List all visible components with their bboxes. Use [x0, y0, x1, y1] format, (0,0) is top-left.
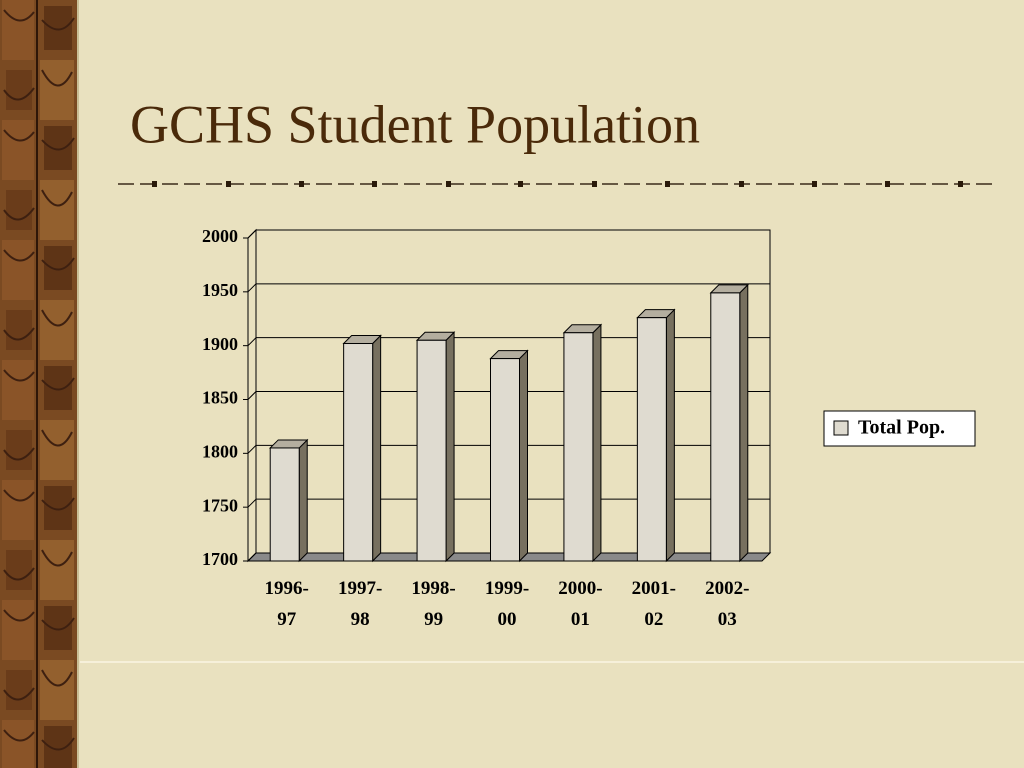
bar-front [490, 358, 520, 562]
bar [709, 283, 749, 563]
legend-swatch [833, 420, 849, 436]
y-tick-label: 1850 [202, 388, 238, 408]
bar-side [592, 323, 602, 563]
y-tick-label: 2000 [202, 226, 238, 246]
x-tick-label: 2002-03 [705, 578, 750, 630]
bar [489, 349, 529, 563]
bar [269, 438, 309, 563]
bar-front [636, 317, 667, 562]
x-tick-label: 2000-01 [558, 578, 603, 630]
grid-line-side [247, 444, 257, 454]
legend-box [823, 410, 976, 447]
y-tick-label: 1900 [202, 334, 238, 354]
bar [562, 323, 603, 563]
bar-side [372, 334, 382, 563]
legend: Total Pop. [823, 410, 976, 447]
wood-strip [0, 0, 78, 768]
x-tick-label: 1999-00 [484, 578, 530, 630]
bar-front [416, 339, 447, 562]
y-tick-label: 1800 [202, 441, 238, 461]
grid-line-side [247, 229, 257, 239]
bar-front [710, 292, 741, 562]
x-tick-label: 1998-99 [411, 578, 456, 630]
x-tick-label: 1997-98 [337, 578, 383, 630]
bar-front [563, 332, 594, 562]
bar-front [343, 343, 374, 562]
slide-title: GCHS Student Population [130, 94, 700, 154]
grid-line-side [247, 337, 257, 347]
grid-line-side [247, 283, 257, 293]
bar-side [298, 438, 308, 563]
divider-dots [152, 181, 963, 187]
legend-label: Total Pop. [858, 417, 945, 439]
bar-side [739, 283, 749, 563]
y-tick-label: 1950 [202, 280, 238, 300]
grid-line-side [247, 498, 257, 508]
y-tick-label: 1700 [202, 549, 238, 569]
grid-line-side [247, 552, 257, 562]
bar [415, 331, 456, 563]
bar-front [269, 447, 300, 562]
bar-side [519, 349, 528, 563]
bar-side [445, 331, 455, 563]
grid-line-side [247, 391, 257, 400]
x-tick-label: 1996-97 [264, 578, 309, 630]
bar [342, 334, 382, 563]
bar [636, 308, 676, 563]
bar-side [665, 308, 675, 563]
y-tick-label: 1750 [202, 495, 238, 515]
x-tick-label: 2001-02 [631, 578, 676, 630]
